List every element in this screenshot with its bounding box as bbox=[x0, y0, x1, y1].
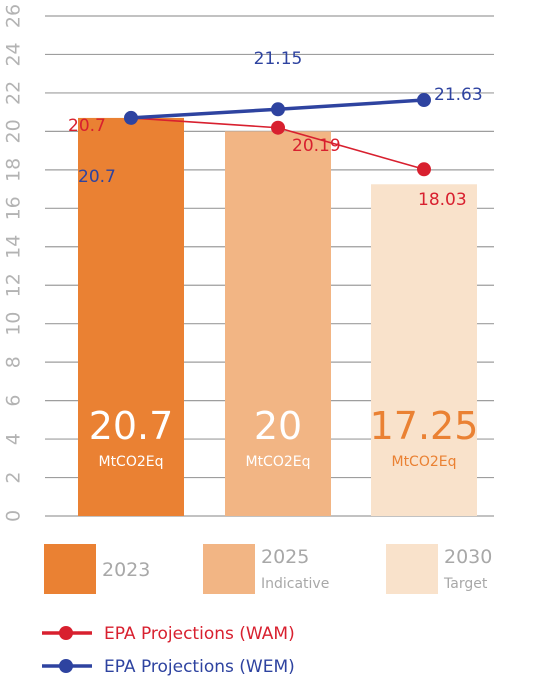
bar-unit-label: MtCO2Eq bbox=[98, 454, 163, 470]
y-tick-label: 20 bbox=[3, 119, 25, 143]
y-tick-label: 8 bbox=[3, 356, 25, 368]
legend-series-name: EPA Projections (WAM) bbox=[104, 624, 295, 644]
legend-label: 2030 bbox=[444, 546, 492, 568]
series-data-label-wam: 20.19 bbox=[292, 136, 341, 156]
bar-value-label: 20.7 bbox=[89, 404, 174, 448]
legend-swatch bbox=[203, 544, 255, 594]
bar bbox=[78, 117, 184, 516]
legend-sublabel: Indicative bbox=[261, 576, 329, 592]
y-tick-label: 10 bbox=[3, 312, 25, 336]
series-point-wem bbox=[417, 93, 431, 108]
y-tick-label: 4 bbox=[3, 433, 25, 445]
y-tick-label: 26 bbox=[3, 4, 25, 28]
legend-sublabel: Target bbox=[443, 576, 488, 592]
series-data-label-wem: 20.7 bbox=[78, 167, 116, 187]
y-tick-label: 14 bbox=[3, 235, 25, 259]
legend-marker bbox=[59, 626, 73, 640]
y-tick-label: 12 bbox=[3, 273, 25, 297]
legend-label: 2025 bbox=[261, 546, 309, 568]
y-tick-label: 2 bbox=[3, 471, 25, 483]
bar-value-label: 20 bbox=[254, 404, 302, 448]
y-tick-label: 24 bbox=[3, 42, 25, 66]
bar-value-label: 17.25 bbox=[370, 404, 479, 448]
y-tick-label: 18 bbox=[3, 158, 25, 182]
legend-swatch bbox=[44, 544, 96, 594]
series-data-label-wem: 21.15 bbox=[254, 49, 303, 69]
series-data-label-wam: 18.03 bbox=[418, 190, 467, 210]
legend-label: 2023 bbox=[102, 559, 150, 581]
series-data-label-wem: 21.63 bbox=[434, 85, 483, 105]
series-data-label-wam: 20.7 bbox=[68, 116, 106, 136]
series-point-wem bbox=[124, 110, 138, 125]
y-tick-label: 16 bbox=[3, 196, 25, 220]
legend-swatch bbox=[386, 544, 438, 594]
legend-marker bbox=[59, 659, 73, 673]
series-point-wem bbox=[271, 102, 285, 117]
bar-unit-label: MtCO2Eq bbox=[245, 454, 310, 470]
bar-unit-label: MtCO2Eq bbox=[391, 454, 456, 470]
series-point-wam bbox=[417, 162, 431, 177]
series-point-wam bbox=[271, 120, 285, 135]
y-tick-label: 6 bbox=[3, 395, 25, 407]
y-tick-label: 22 bbox=[3, 81, 25, 105]
legend-series-name: EPA Projections (WEM) bbox=[104, 657, 295, 677]
bar bbox=[225, 131, 331, 516]
bar bbox=[371, 184, 477, 516]
y-tick-label: 0 bbox=[3, 510, 25, 522]
